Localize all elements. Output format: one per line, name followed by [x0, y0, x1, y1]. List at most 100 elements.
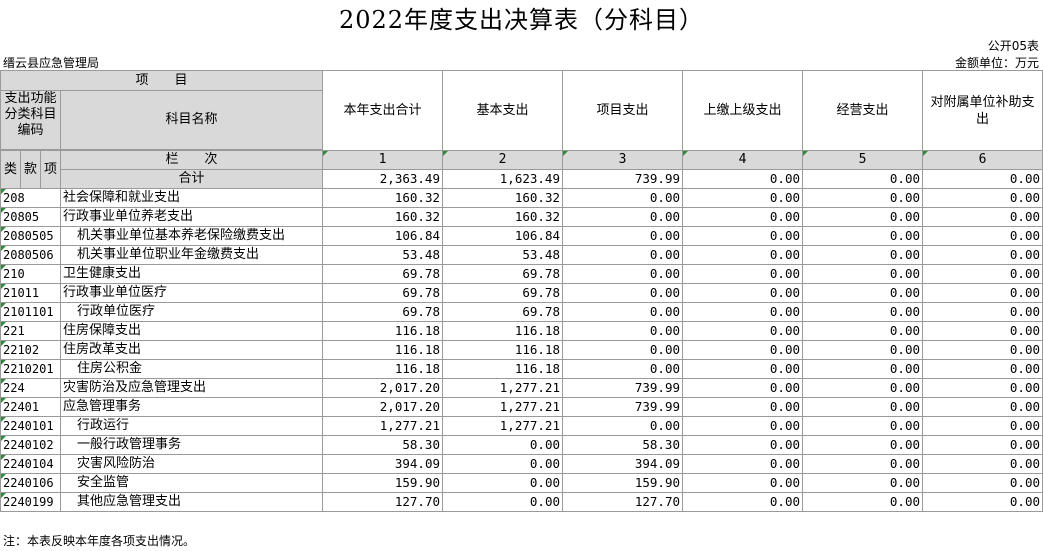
- amount-cell: 0.00: [922, 207, 1043, 227]
- subject-code: 208: [0, 188, 61, 208]
- amount-cell: 0.00: [442, 435, 563, 455]
- subject-code: 22102: [0, 340, 61, 360]
- amount-cell: 0.00: [682, 245, 803, 265]
- amount-cell: 2,017.20: [322, 397, 443, 417]
- header-col-4: 上缴上级支出: [682, 70, 803, 151]
- header-col-6: 对附属单位补助支出: [922, 70, 1043, 151]
- amount-cell: 0.00: [922, 283, 1043, 303]
- amount-cell: 53.48: [442, 245, 563, 265]
- amount-cell: 1,277.21: [322, 416, 443, 436]
- amount-cell: 0.00: [682, 207, 803, 227]
- header-xiang: 项: [40, 150, 61, 189]
- subject-name: 社会保障和就业支出: [60, 188, 323, 208]
- header-func-code: 支出功能分类科目编码: [0, 90, 61, 150]
- subject-name: 卫生健康支出: [60, 264, 323, 284]
- amount-cell: 2,017.20: [322, 378, 443, 398]
- amount-cell: 160.32: [322, 188, 443, 208]
- total-value: 1,623.49: [442, 169, 563, 189]
- amount-cell: 0.00: [802, 473, 923, 493]
- subject-code: 2240102: [0, 435, 61, 455]
- amount-cell: 0.00: [682, 302, 803, 322]
- amount-cell: 0.00: [802, 321, 923, 341]
- subject-name: 住房保障支出: [60, 321, 323, 341]
- amount-cell: 116.18: [442, 340, 563, 360]
- amount-cell: 0.00: [562, 416, 683, 436]
- subject-code: 2240101: [0, 416, 61, 436]
- expenditure-table: 项 目 本年支出合计 基本支出 项目支出 上缴上级支出 经营支出 对附属单位补助…: [0, 70, 1043, 512]
- amount-cell: 0.00: [562, 188, 683, 208]
- amount-cell: 0.00: [682, 264, 803, 284]
- table-note: 注：本表反映本年度各项支出情况。: [3, 534, 196, 548]
- subject-code: 2240106: [0, 473, 61, 493]
- amount-cell: 0.00: [802, 340, 923, 360]
- amount-cell: 58.30: [322, 435, 443, 455]
- total-value: 0.00: [922, 169, 1043, 189]
- amount-cell: 0.00: [562, 264, 683, 284]
- amount-cell: 394.09: [562, 454, 683, 474]
- amount-cell: 159.90: [562, 473, 683, 493]
- amount-cell: 0.00: [562, 245, 683, 265]
- subject-name: 应急管理事务: [60, 397, 323, 417]
- subject-code: 21011: [0, 283, 61, 303]
- header-col-5: 经营支出: [802, 70, 923, 151]
- amount-cell: 0.00: [922, 454, 1043, 474]
- amount-cell: 53.48: [322, 245, 443, 265]
- subject-code: 221: [0, 321, 61, 341]
- column-number-3: 3: [562, 150, 683, 170]
- form-code-label: 公开05表: [987, 39, 1039, 53]
- column-number-4: 4: [682, 150, 803, 170]
- amount-cell: 0.00: [682, 454, 803, 474]
- header-col-1: 本年支出合计: [322, 70, 443, 151]
- table-row: 2080506 机关事业单位职业年金缴费支出 53.48 53.48 0.00 0.00 0…: [0, 245, 1043, 265]
- column-number-1: 1: [322, 150, 443, 170]
- amount-cell: 0.00: [682, 340, 803, 360]
- table-row: 22401 应急管理事务 2,017.20 1,277.21 739.99 0.00 0.0…: [0, 397, 1043, 417]
- subject-name: 其他应急管理支出: [60, 492, 323, 512]
- amount-cell: 69.78: [322, 302, 443, 322]
- amount-cell: 160.32: [442, 188, 563, 208]
- amount-cell: 0.00: [682, 492, 803, 512]
- amount-cell: 58.30: [562, 435, 683, 455]
- amount-cell: 159.90: [322, 473, 443, 493]
- table-row: 22102 住房改革支出 116.18 116.18 0.00 0.00 0.00 0.00: [0, 340, 1043, 360]
- total-value: 0.00: [802, 169, 923, 189]
- amount-cell: 0.00: [922, 264, 1043, 284]
- amount-cell: 0.00: [442, 492, 563, 512]
- organization-name: 缙云县应急管理局: [3, 56, 100, 70]
- amount-cell: 69.78: [322, 264, 443, 284]
- subject-code: 2210201: [0, 359, 61, 379]
- amount-cell: 160.32: [322, 207, 443, 227]
- amount-cell: 0.00: [562, 359, 683, 379]
- amount-cell: 0.00: [922, 321, 1043, 341]
- amount-cell: 127.70: [322, 492, 443, 512]
- table-row: 208 社会保障和就业支出 160.32 160.32 0.00 0.00 0.00 0.00: [0, 188, 1043, 208]
- amount-cell: 1,277.21: [442, 397, 563, 417]
- amount-cell: 0.00: [922, 416, 1043, 436]
- amount-cell: 0.00: [682, 473, 803, 493]
- amount-cell: 0.00: [922, 340, 1043, 360]
- table-row: 210 卫生健康支出 69.78 69.78 0.00 0.00 0.00 0.00: [0, 264, 1043, 284]
- table-row: 2240101 行政运行 1,277.21 1,277.21 0.00 0.00 0.00 0…: [0, 416, 1043, 436]
- header-col-2: 基本支出: [442, 70, 563, 151]
- amount-cell: 69.78: [442, 264, 563, 284]
- table-row: 2240102 一般行政管理事务 58.30 0.00 58.30 0.00 0.00 0.0…: [0, 435, 1043, 455]
- table-row: 2101101 行政单位医疗 69.78 69.78 0.00 0.00 0.00 0.00: [0, 302, 1043, 322]
- amount-cell: 739.99: [562, 378, 683, 398]
- header-lei: 类: [0, 150, 21, 189]
- header-kuan: 款: [20, 150, 41, 189]
- amount-cell: 160.32: [442, 207, 563, 227]
- amount-cell: 0.00: [922, 492, 1043, 512]
- amount-cell: 116.18: [322, 340, 443, 360]
- amount-cell: 0.00: [682, 226, 803, 246]
- header-lanci: 栏 次: [60, 150, 323, 170]
- amount-cell: 394.09: [322, 454, 443, 474]
- amount-cell: 0.00: [802, 207, 923, 227]
- subject-name: 行政运行: [60, 416, 323, 436]
- table-row: 2240199 其他应急管理支出 127.70 0.00 127.70 0.00 0.00 0…: [0, 492, 1043, 512]
- amount-cell: 0.00: [682, 188, 803, 208]
- amount-cell: 0.00: [442, 454, 563, 474]
- amount-cell: 0.00: [802, 454, 923, 474]
- subject-code: 2101101: [0, 302, 61, 322]
- amount-cell: 0.00: [802, 302, 923, 322]
- table-row: 20805 行政事业单位养老支出 160.32 160.32 0.00 0.00 0.00 0…: [0, 207, 1043, 227]
